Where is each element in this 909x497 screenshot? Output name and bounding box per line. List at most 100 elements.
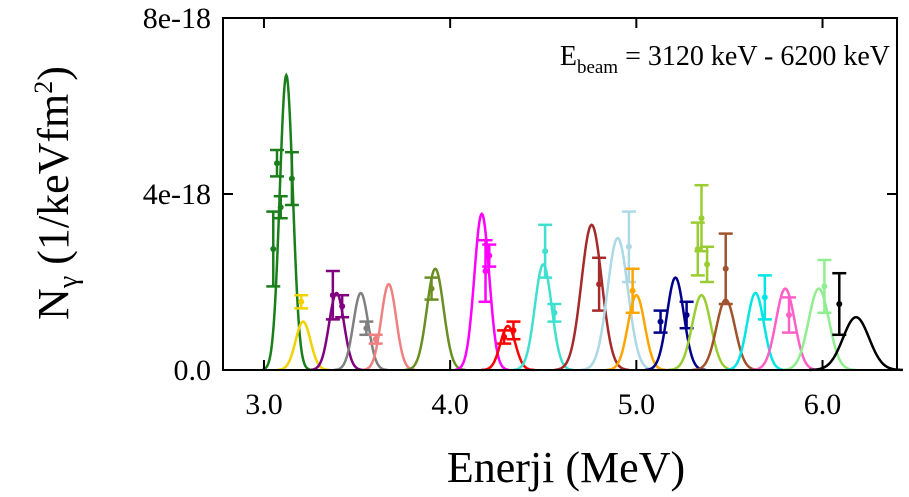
- x-tick-label: 4.0: [431, 388, 469, 421]
- data-point: [363, 325, 370, 332]
- series-1-curve: [276, 320, 330, 372]
- data-point: [821, 283, 828, 290]
- series-15: [725, 274, 786, 372]
- y-axis-title-sup: 2: [29, 81, 58, 94]
- data-point: [501, 334, 508, 340]
- series-6: [454, 212, 509, 371]
- series-3-point-0: [359, 320, 374, 337]
- data-point: [786, 312, 793, 318]
- data-point: [486, 252, 493, 259]
- series-13-curve: [667, 293, 736, 372]
- data-point: [372, 336, 379, 343]
- data-point: [298, 298, 305, 305]
- data-point: [551, 309, 558, 316]
- series-0-curve: [262, 72, 311, 371]
- series-10-curve: [580, 236, 655, 372]
- series-0-point-1: [269, 148, 284, 178]
- y-tick-label: 0.0: [174, 354, 212, 387]
- series-12-point-0: [653, 309, 668, 334]
- series-5-point-0: [424, 276, 439, 301]
- data-point: [625, 243, 632, 250]
- series-7-curve: [481, 324, 535, 372]
- y-axis-title-main: N: [29, 288, 78, 320]
- x-axis-title: Enerji (MeV): [447, 443, 685, 492]
- series-16-point-0: [782, 296, 797, 334]
- x-tick-label: 3.0: [245, 388, 283, 421]
- series-0-point-2: [273, 194, 288, 220]
- data-point: [288, 175, 295, 182]
- data-point: [761, 294, 768, 301]
- series-6-curve: [454, 212, 509, 371]
- series-0: [262, 72, 311, 371]
- ticks-layer: 3.0 4.0 5.0 6.0 0.0 4e-18 8e-18: [143, 2, 897, 421]
- series-2-point-0: [325, 269, 340, 321]
- series-4: [361, 282, 416, 372]
- annotation-rest: = 3120 keV - 6200 keV: [618, 41, 890, 72]
- series-0-point-0: [266, 210, 281, 288]
- series-0-point-3: [284, 150, 299, 207]
- series-17-curve: [781, 287, 856, 372]
- y-axis-title: Nγ (1/keVfm2): [29, 66, 84, 320]
- y-axis-title-unit-a: (1/keVfm: [29, 94, 78, 276]
- series-4-curve: [361, 282, 416, 372]
- series-13: [667, 183, 736, 372]
- series-3-curve: [333, 291, 388, 372]
- series-18: [809, 271, 903, 372]
- series-4-point-0: [368, 333, 383, 345]
- y-tick-label: 4e-18: [143, 178, 211, 211]
- data-point: [339, 303, 346, 310]
- series-18-curve: [809, 315, 903, 372]
- series-2-point-1: [335, 293, 350, 319]
- series-2: [309, 269, 364, 372]
- annotation-main: E: [560, 41, 577, 72]
- series-8: [512, 223, 574, 372]
- series-10: [580, 210, 655, 372]
- series-11-curve: [606, 293, 667, 372]
- data-point: [629, 287, 636, 294]
- series-9-curve: [554, 223, 629, 372]
- chart-annotation: Ebeam = 3120 keV - 6200 keV: [560, 41, 890, 78]
- series-9: [554, 223, 629, 372]
- annotation-sub: beam: [577, 57, 618, 78]
- data-point: [510, 327, 517, 334]
- series-2-curve: [309, 291, 364, 372]
- series-11: [606, 267, 667, 372]
- series-5: [405, 267, 466, 372]
- series-17-point-0: [817, 258, 832, 315]
- series-12-curve: [645, 276, 706, 372]
- series-13-point-0: [690, 221, 705, 277]
- series-8-curve: [512, 262, 574, 372]
- series-12: [645, 276, 706, 372]
- series-1: [276, 293, 330, 372]
- series-6-point-1: [482, 243, 497, 268]
- data-point: [329, 292, 336, 299]
- data-point: [273, 160, 280, 167]
- series-17: [781, 258, 856, 372]
- series-7: [481, 320, 535, 372]
- plot-frame: [222, 17, 898, 371]
- data-point: [836, 301, 843, 307]
- data-point: [683, 312, 690, 318]
- data-point: [277, 204, 284, 211]
- series-14-point-0: [718, 232, 733, 306]
- x-tick-label: 5.0: [618, 388, 656, 421]
- data-point: [596, 281, 603, 288]
- x-tick-label: 6.0: [804, 388, 842, 421]
- series-1-point-0: [294, 293, 309, 310]
- data-point: [542, 248, 549, 255]
- series-7-point-1: [506, 320, 521, 341]
- data-point: [722, 265, 729, 272]
- data-point: [657, 318, 664, 325]
- data-point: [482, 268, 489, 274]
- data-point: [270, 246, 277, 252]
- data-point: [704, 261, 711, 268]
- data-point: [428, 285, 435, 292]
- series-8-point-0: [538, 223, 553, 279]
- y-tick-label: 8e-18: [143, 2, 211, 35]
- series-14: [692, 232, 760, 372]
- series-5-curve: [405, 267, 466, 372]
- series-6-point-0: [478, 238, 493, 304]
- series-8-point-1: [547, 302, 562, 323]
- series-13-point-2: [700, 245, 715, 284]
